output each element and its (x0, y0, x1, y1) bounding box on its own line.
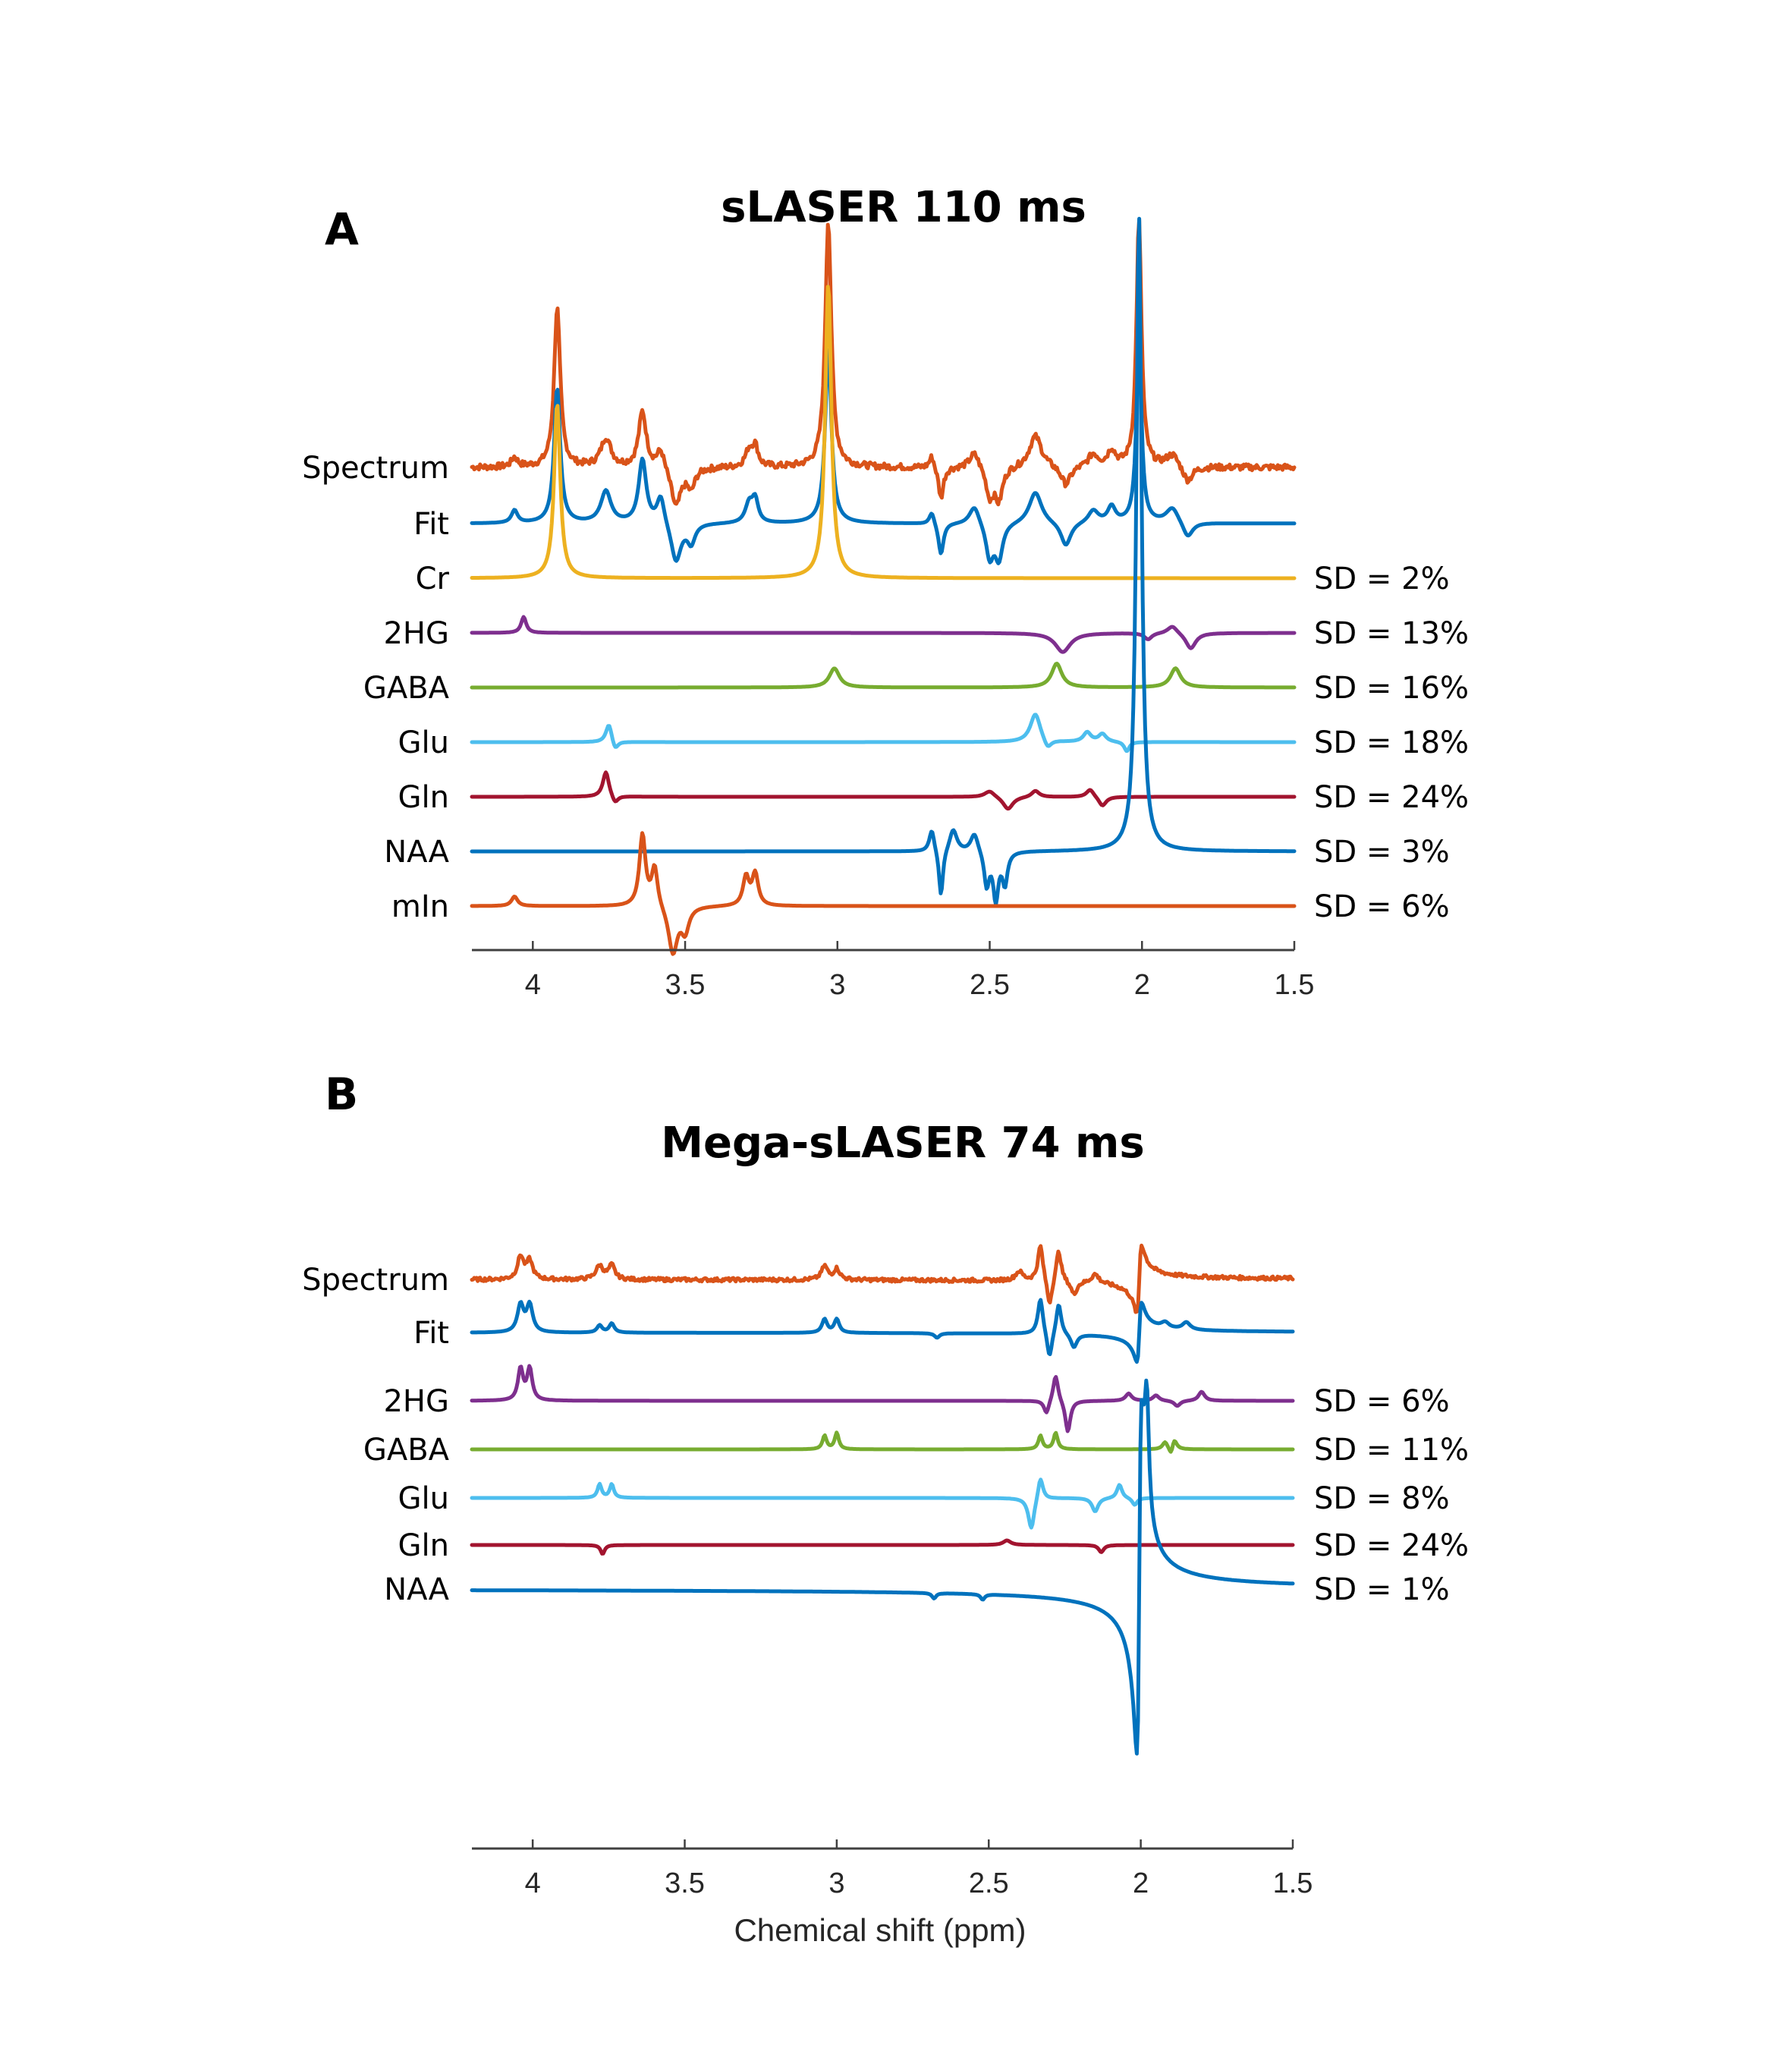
series-label-naa: NAA (384, 835, 449, 870)
sd-label-naa: SD = 3% (1314, 835, 1450, 870)
series-label-naa: NAA (384, 1572, 449, 1607)
sd-label-glu: SD = 18% (1314, 725, 1469, 760)
sd-label-gaba: SD = 11% (1314, 1433, 1469, 1468)
series-label-fit: Fit (413, 1316, 449, 1351)
series-label-gln: Gln (398, 1528, 449, 1563)
panel-b-row-labels: Spectrum Fit 2HG GABA Glu Gln NAA (302, 1263, 449, 1607)
trace-min (470, 831, 1297, 956)
panel-a-sd-labels: SD = 2% SD = 13% SD = 16% SD = 18% SD = 24% S… (1314, 562, 1469, 924)
trace-glu (470, 1477, 1295, 1530)
panel-a-title: sLASER 110 ms (721, 183, 1086, 232)
sd-label-min: SD = 6% (1314, 889, 1450, 924)
sd-label-gaba: SD = 16% (1314, 671, 1469, 706)
x-tick-label: 3 (829, 969, 845, 1001)
panel-b-traces (470, 1243, 1295, 1756)
trace-spectrum (470, 1243, 1295, 1314)
series-label-min: mIn (391, 889, 449, 924)
trace-2hg (470, 1364, 1295, 1433)
series-label-2hg: 2HG (383, 616, 449, 651)
sd-label-gln: SD = 24% (1314, 1528, 1469, 1563)
x-tick-label: 3.5 (665, 969, 706, 1001)
series-label-gln: Gln (398, 780, 449, 815)
trace-gln (470, 770, 1297, 811)
trace-glu (470, 713, 1297, 754)
x-tick-label: 4 (525, 969, 541, 1001)
panel-letter-a: A (325, 203, 359, 255)
series-label-gaba: GABA (363, 1433, 450, 1468)
trace-cr (470, 285, 1297, 581)
series-label-cr: Cr (416, 562, 450, 596)
trace-fit (470, 1298, 1295, 1364)
sd-label-glu: SD = 8% (1314, 1481, 1450, 1516)
sd-label-gln: SD = 24% (1314, 780, 1469, 815)
panel-a: A sLASER 110 ms Spectrum Fit Cr 2HG GABA Glu G… (302, 183, 1469, 1001)
x-tick-label: 4 (525, 1867, 541, 1899)
panel-a-row-labels: Spectrum Fit Cr 2HG GABA Glu Gln NAA mIn (302, 451, 449, 924)
trace-naa (470, 1378, 1295, 1756)
trace-naa (470, 216, 1297, 907)
sd-label-2hg: SD = 6% (1314, 1384, 1450, 1419)
series-label-fit: Fit (413, 507, 449, 542)
x-tick-label: 3 (828, 1867, 844, 1899)
x-tick-label: 1.5 (1273, 1867, 1313, 1899)
panel-a-x-axis: 4 3.5 3 2.5 2 1.5 (472, 941, 1314, 1001)
sd-label-cr: SD = 2% (1314, 562, 1450, 596)
sd-label-2hg: SD = 13% (1314, 616, 1469, 651)
trace-gaba (470, 662, 1297, 690)
trace-fit (470, 338, 1297, 565)
series-label-glu: Glu (398, 1481, 449, 1516)
trace-gaba (470, 1430, 1295, 1454)
panel-a-traces (470, 216, 1297, 956)
series-label-gaba: GABA (363, 671, 450, 706)
trace-2hg (470, 615, 1297, 654)
panel-b: B Mega-sLASER 74 ms Spectrum Fit 2HG GABA Gl… (302, 1068, 1469, 1948)
x-tick-label: 2.5 (970, 969, 1010, 1001)
x-tick-label: 2.5 (969, 1867, 1009, 1899)
series-label-glu: Glu (398, 725, 449, 760)
panel-b-title: Mega-sLASER 74 ms (661, 1119, 1145, 1168)
trace-spectrum (470, 218, 1297, 507)
series-label-2hg: 2HG (383, 1384, 449, 1419)
x-tick-label: 3.5 (665, 1867, 705, 1899)
panel-b-sd-labels: SD = 6% SD = 11% SD = 8% SD = 24% SD = 1% (1314, 1384, 1469, 1607)
panel-letter-b: B (325, 1068, 358, 1120)
sd-label-naa: SD = 1% (1314, 1572, 1450, 1607)
x-axis-label: Chemical shift (ppm) (734, 1912, 1026, 1948)
series-label-spectrum: Spectrum (302, 451, 449, 486)
x-tick-label: 2 (1133, 1867, 1149, 1899)
x-tick-label: 2 (1134, 969, 1150, 1001)
panel-b-x-axis: 4 3.5 3 2.5 2 1.5 (472, 1839, 1313, 1899)
x-tick-label: 1.5 (1275, 969, 1315, 1001)
series-label-spectrum: Spectrum (302, 1263, 449, 1298)
trace-gln (470, 1538, 1295, 1556)
